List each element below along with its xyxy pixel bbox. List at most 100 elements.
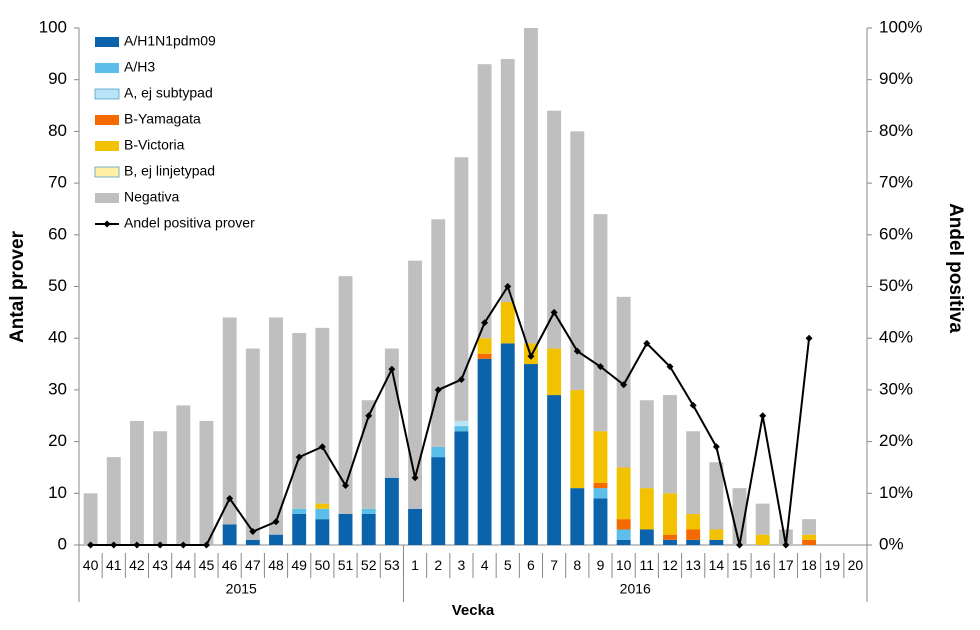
bar-segment (663, 395, 677, 494)
line (90, 284, 811, 546)
legend-label: B-Yamagata (124, 111, 201, 127)
line-marker (782, 541, 790, 549)
x-tick-label: 18 (801, 557, 817, 573)
legend-label: Andel positiva prover (124, 215, 255, 231)
bar-segment (129, 420, 144, 545)
x-tick-label: 8 (573, 557, 581, 573)
line-marker (481, 319, 489, 327)
bar-segment (361, 508, 376, 514)
bar-segment (315, 519, 330, 545)
line-marker (736, 541, 744, 549)
y2-tick-label: 90% (879, 69, 913, 88)
line-marker (295, 453, 303, 461)
bar-segment (639, 400, 654, 489)
bar-segment (315, 508, 330, 520)
bar-segment (570, 488, 585, 545)
line-marker (226, 494, 234, 502)
y-tick-label: 60 (48, 224, 67, 243)
bar-segment (686, 431, 701, 514)
bar-segment (709, 539, 724, 545)
x-tick-label: 15 (732, 557, 748, 573)
bar-segment (315, 327, 330, 504)
bar-segment (639, 488, 654, 530)
bar-segment (176, 405, 191, 545)
line-marker (596, 363, 604, 371)
bar-segment (686, 529, 701, 540)
bar-segment (709, 529, 724, 540)
bar-segment (686, 539, 701, 545)
bar-segment (500, 343, 515, 545)
bar-segment (477, 358, 492, 545)
bar-segment (477, 353, 492, 359)
bar-segment (709, 462, 724, 530)
x-tick-label: 19 (824, 557, 840, 573)
bar-segment (593, 488, 608, 499)
line-marker (249, 528, 257, 536)
x-tick-label: 14 (709, 557, 725, 573)
y2-tick-label: 50% (879, 276, 913, 295)
x-tick-label: 50 (315, 557, 331, 573)
bar-segment (663, 534, 677, 540)
bar-segment (454, 157, 469, 421)
legend-marker (103, 220, 111, 228)
bar-segment (616, 519, 631, 530)
line-marker (573, 347, 581, 355)
line-marker (318, 443, 326, 451)
bar-segment (431, 457, 446, 545)
legend-swatch (95, 37, 119, 47)
bar-segment (663, 493, 677, 535)
bar-segment (802, 539, 817, 545)
x-tick-label: 47 (245, 557, 261, 573)
legend-swatch (95, 193, 119, 203)
bar-segment (570, 389, 585, 489)
y2-tick-label: 80% (879, 121, 913, 140)
line-marker (527, 352, 535, 360)
x-tick-label: 53 (384, 557, 400, 573)
line-marker (202, 541, 210, 549)
y2-tick-label: 100% (879, 17, 922, 36)
legend-swatch (94, 166, 120, 178)
bar-segment (245, 539, 260, 545)
bar-segment (616, 467, 631, 520)
line-marker (643, 339, 651, 347)
y-tick-label: 70 (48, 173, 67, 192)
y-tick-label: 80 (48, 121, 67, 140)
y2-tick-label: 0% (879, 534, 904, 553)
bar-segment (663, 539, 677, 545)
x-tick-label: 20 (848, 557, 864, 573)
bar-segment (292, 513, 307, 545)
line-marker (805, 334, 813, 342)
legend-swatch (95, 63, 119, 73)
legend-label: A/H1N1pdm09 (124, 33, 216, 49)
bar-segment (292, 333, 307, 509)
bar-segment (292, 508, 307, 514)
legend-label: A/H3 (124, 59, 155, 75)
x-tick-label: 13 (685, 557, 701, 573)
y-tick-label: 50 (48, 276, 67, 295)
bar-segment (83, 493, 98, 545)
line-marker (156, 541, 164, 549)
bar-segment (315, 503, 330, 509)
x-tick-label: 46 (222, 557, 238, 573)
bar-segment (500, 59, 515, 303)
bar-segment (269, 534, 283, 545)
x-tick-label: 4 (481, 557, 489, 573)
y-tick-label: 10 (48, 483, 67, 502)
bar-segment (431, 219, 446, 447)
x-tick-label: 17 (778, 557, 794, 573)
line-marker (388, 365, 396, 373)
x-tick-label: 1 (411, 557, 419, 573)
line-marker (712, 443, 720, 451)
bar-segment (361, 513, 376, 545)
bar-segment (408, 260, 423, 509)
x-tick-label: 12 (662, 557, 678, 573)
line-marker (504, 283, 512, 290)
line-marker (689, 401, 697, 409)
x-tick-label: 48 (268, 557, 284, 573)
x-tick-label: 2 (434, 557, 442, 573)
x-tick-label: 11 (640, 557, 655, 573)
line-marker (365, 412, 373, 420)
x-tick-label: 7 (550, 557, 558, 573)
bar-segment (523, 28, 538, 344)
